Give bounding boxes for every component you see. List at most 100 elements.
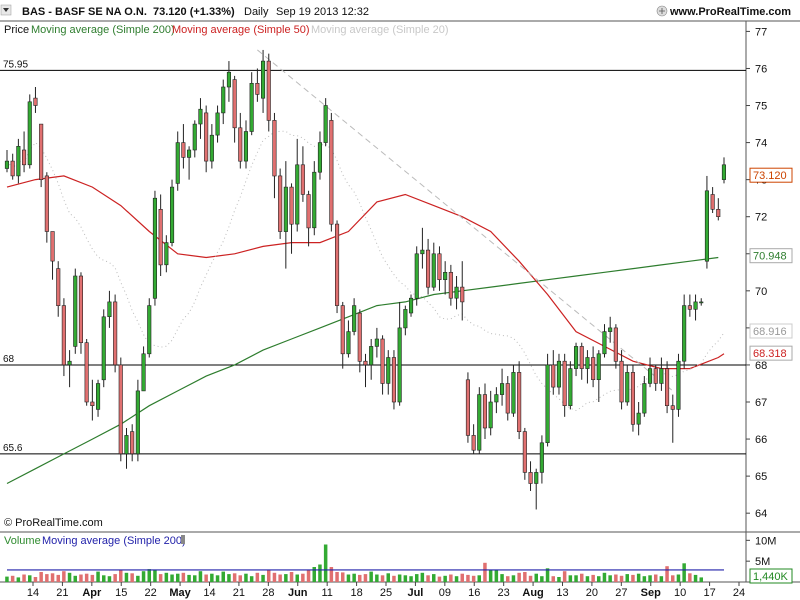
candle — [465, 372, 471, 443]
volume-bar — [454, 576, 459, 582]
candle-body — [505, 383, 510, 414]
volume-bar — [232, 573, 237, 583]
candle — [608, 316, 613, 343]
candle — [403, 305, 408, 336]
volume-bar — [540, 576, 544, 582]
ma20-line — [6, 130, 725, 412]
candle — [255, 68, 260, 102]
volume-bar — [511, 575, 516, 582]
volume-bar — [193, 575, 197, 582]
candle — [494, 387, 499, 414]
volume-bar — [415, 574, 419, 582]
candle-body — [249, 83, 254, 132]
volume-bar — [62, 571, 66, 582]
volume-bar — [432, 574, 436, 582]
candle — [272, 112, 277, 199]
candle-body — [443, 271, 448, 280]
candle-body — [260, 60, 266, 99]
volume-bar — [625, 574, 629, 582]
candle — [670, 394, 675, 443]
badge-label: 1,440K — [753, 571, 789, 583]
candle — [50, 231, 55, 280]
candle-body — [164, 242, 169, 266]
candle-body — [147, 305, 152, 355]
candle-body — [215, 112, 220, 136]
x-tick-label: 10 — [674, 587, 686, 599]
badge-label: 70.948 — [753, 251, 787, 263]
x-tick-label: 16 — [468, 587, 480, 599]
site-url[interactable]: www.ProRealTime.com — [669, 6, 791, 18]
volume-bar — [682, 563, 686, 583]
candle — [357, 309, 362, 373]
candle-body — [323, 105, 328, 143]
x-tick-label: 15 — [115, 587, 127, 599]
candle — [158, 194, 163, 276]
volume-bar — [341, 572, 345, 582]
candle-body — [721, 164, 727, 180]
volume-bar — [403, 575, 408, 582]
candle-body — [33, 97, 38, 106]
volume-bar — [56, 574, 60, 582]
candle-body — [363, 360, 368, 366]
candle-body — [266, 60, 271, 121]
candle-body — [10, 160, 15, 177]
candle — [204, 105, 209, 173]
candle — [425, 238, 431, 295]
candle — [130, 424, 135, 462]
candle — [716, 198, 721, 221]
candle — [141, 346, 146, 392]
legend-ma50: Moving average (Simple 50) — [172, 24, 310, 36]
candle-body — [420, 249, 425, 255]
candle-body — [585, 357, 590, 369]
candle-body — [187, 149, 192, 158]
volume-bar — [614, 574, 618, 582]
volume-bar — [420, 572, 425, 582]
candle — [420, 227, 425, 269]
volume-bar — [488, 569, 493, 582]
candle-body — [295, 164, 300, 225]
candle — [323, 98, 328, 147]
candle — [96, 379, 101, 417]
volume-bar — [699, 577, 703, 582]
x-tick-label: 21 — [56, 587, 68, 599]
volume-bar — [67, 572, 72, 582]
y-tick-label: 72 — [755, 212, 767, 224]
candle — [710, 187, 715, 213]
volume-bar — [136, 575, 140, 583]
volume-bar — [671, 575, 675, 582]
candle — [664, 361, 670, 414]
volume-bar — [676, 574, 681, 582]
volume-bar — [483, 562, 487, 582]
volume-bar — [574, 575, 578, 582]
candle — [682, 294, 687, 369]
symbol-dropdown-icon[interactable] — [0, 4, 12, 16]
candle-body — [283, 186, 288, 232]
instrument-title: BAS - BASF SE NA O.N. — [22, 6, 147, 18]
legend-collapse-icon[interactable] — [181, 535, 185, 544]
price-badge-ma200: 70.948 — [749, 248, 793, 264]
candle-body — [562, 360, 567, 407]
candle — [431, 242, 436, 291]
x-tick-label: 23 — [498, 587, 510, 599]
volume-bar — [16, 577, 21, 582]
x-tick-label: 28 — [262, 587, 274, 599]
candle-body — [676, 360, 681, 410]
candle-body — [340, 305, 345, 355]
candle-body — [152, 197, 157, 299]
x-tick-label: Apr — [82, 587, 102, 599]
volume-bar — [204, 574, 208, 582]
candle-body — [113, 301, 118, 366]
candle-body — [397, 327, 402, 403]
candle-body — [300, 164, 305, 195]
candle-body — [579, 346, 584, 369]
candle — [78, 272, 83, 354]
candle-body — [704, 190, 710, 262]
candle-body — [511, 372, 516, 414]
candle — [346, 320, 351, 358]
candle — [135, 379, 140, 462]
candle — [522, 427, 527, 480]
volume-bar — [534, 573, 538, 582]
volume-bar — [261, 574, 265, 582]
candle-body — [664, 368, 670, 407]
volume-bar — [113, 574, 117, 582]
